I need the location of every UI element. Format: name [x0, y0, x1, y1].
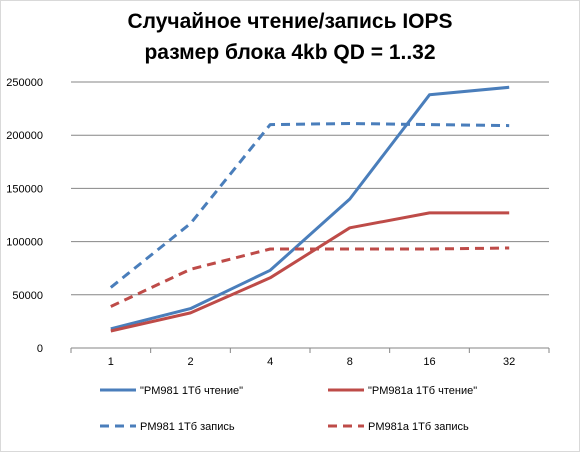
y-tick-label: 0 [37, 343, 43, 355]
y-tick-label: 200000 [6, 130, 43, 142]
series-layer [109, 85, 510, 333]
legend-item-1: "PM981a 1Тб чтение" [328, 385, 477, 397]
x-tick-label: 4 [267, 356, 273, 368]
series-line-0 [110, 85, 510, 331]
series-line-2 [109, 122, 510, 289]
legend-label: "PM981 1Тб чтение" [140, 385, 243, 397]
y-tick-label: 250000 [6, 77, 43, 89]
legend-item-0: "PM981 1Тб чтение" [100, 385, 243, 397]
legend-label: "PM981a 1Тб чтение" [368, 385, 477, 397]
chart-title-line-1: Случайное чтение/запись IOPS [127, 10, 453, 33]
legend-item-3: PM981a 1Тб запись [328, 421, 469, 433]
legend-item-2: PM981 1Тб запись [100, 421, 235, 433]
y-tick-label: 100000 [6, 237, 43, 249]
axis-layer: 0 50000 100000 150000 200000 250000 1 2 4 8 16 32 [6, 77, 550, 368]
grid-layer [71, 81, 549, 296]
x-tick-label: 2 [187, 356, 193, 368]
x-tick-label: 8 [347, 356, 353, 368]
y-tick-label: 50000 [12, 290, 43, 302]
series-line-3 [110, 246, 510, 308]
y-tick-label: 150000 [6, 183, 43, 195]
chart-title-line-2: размер блока 4kb QD = 1..32 [144, 41, 436, 64]
series-line-1 [110, 211, 510, 333]
legend-label: PM981a 1Тб запись [368, 421, 469, 433]
x-tick-label: 16 [423, 356, 435, 368]
legend-label: PM981 1Тб запись [140, 421, 235, 433]
legend: "PM981 1Тб чтение" "PM981a 1Тб чтение" PM9… [100, 385, 477, 433]
x-tick-label: 1 [108, 356, 114, 368]
x-tick-label: 32 [503, 356, 515, 368]
